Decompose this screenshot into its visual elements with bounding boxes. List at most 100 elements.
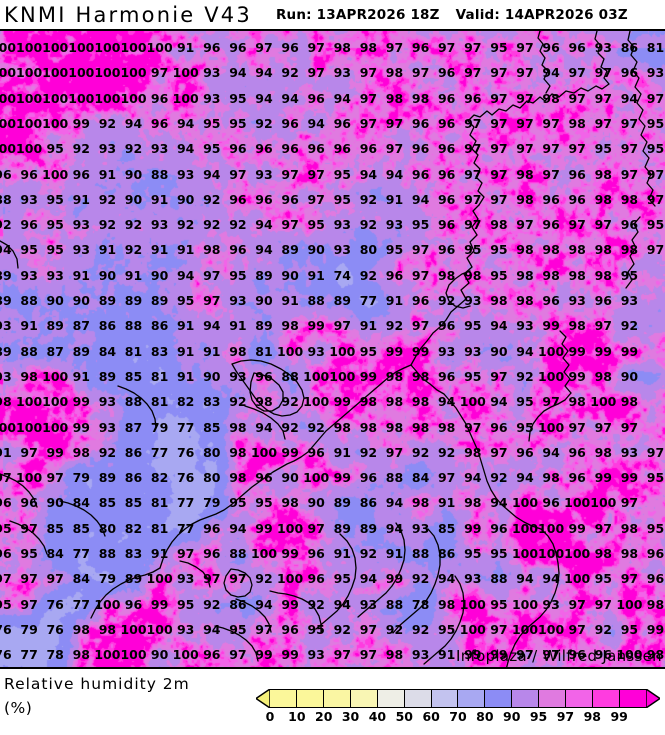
grid-value: 96 [542, 39, 560, 55]
grid-value: 98 [568, 115, 586, 131]
grid-value: 94 [203, 621, 221, 637]
grid-value: 100 [511, 596, 539, 612]
grid-value: 97 [203, 292, 221, 308]
grid-value: 97 [568, 90, 586, 106]
grid-value: 97 [464, 115, 482, 131]
grid-value: 96 [229, 242, 247, 258]
grid-value: 81 [150, 368, 169, 384]
humidity-value-grid: 100 100 100 100 100 100 100 91 96 96 97 96 97 98 98 97 9… [0, 31, 665, 667]
grid-value: 97 [542, 166, 560, 182]
grid-value: 94 [203, 166, 221, 182]
grid-value: 82 [124, 520, 143, 536]
grid-value: 90 [255, 292, 273, 308]
grid-value: 97 [46, 571, 64, 587]
grid-value: 92 [359, 545, 378, 561]
grid-value: 97 [516, 646, 534, 662]
grid-value: 88 [307, 292, 325, 308]
grid-value: 90 [124, 166, 143, 182]
grid-value: 89 [46, 318, 64, 334]
legend-cell-0 [270, 690, 297, 707]
grid-value: 94 [542, 65, 560, 81]
grid-value: 91 [150, 242, 169, 258]
grid-value: 96 [646, 545, 665, 561]
grid-value: 90 [281, 469, 299, 485]
grid-value: 76 [0, 621, 12, 637]
grid-value: 84 [411, 469, 430, 485]
grid-value: 94 [464, 469, 482, 485]
grid-value: 93 [307, 646, 325, 662]
legend-under-arrow [256, 689, 270, 708]
grid-value: 98 [385, 65, 404, 81]
grid-value: 96 [255, 368, 273, 384]
grid-value: 80 [98, 520, 117, 536]
grid-value: 98 [359, 393, 378, 409]
legend-tick-99: 99 [610, 709, 628, 724]
grid-value: 87 [124, 419, 143, 435]
grid-value: 94 [176, 267, 195, 283]
grid-value: 98 [20, 368, 38, 384]
grid-value: 91 [176, 242, 195, 258]
parameter-unit-label: (%) [4, 699, 33, 717]
grid-value: 88 [124, 318, 143, 334]
grid-value: 91 [0, 444, 12, 460]
grid-value: 96 [203, 646, 221, 662]
grid-value: 100 [511, 545, 539, 561]
grid-value: 96 [255, 469, 273, 485]
grid-value: 98 [516, 166, 534, 182]
grid-value: 96 [359, 140, 378, 156]
grid-value: 96 [255, 140, 273, 156]
grid-value: 88 [229, 545, 247, 561]
grid-value: 97 [568, 140, 586, 156]
grid-value: 92 [359, 216, 378, 232]
grid-value: 96 [229, 39, 247, 55]
grid-value: 96 [411, 115, 430, 131]
grid-value: 90 [150, 646, 169, 662]
grid-value: 100 [277, 343, 304, 359]
grid-value: 88 [0, 191, 12, 207]
grid-value: 89 [0, 292, 12, 308]
legend-tick-97: 97 [556, 709, 575, 724]
grid-value: 93 [150, 216, 169, 232]
grid-value: 96 [20, 216, 38, 232]
legend-tick-10: 10 [288, 709, 306, 724]
grid-value: 98 [385, 393, 404, 409]
grid-value: 100 [42, 115, 69, 131]
grid-value: 100 [94, 596, 121, 612]
grid-value: 96 [411, 292, 430, 308]
grid-value: 100 [16, 39, 43, 55]
grid-value: 92 [307, 596, 325, 612]
grid-value: 97 [464, 419, 482, 435]
grid-value: 92 [281, 393, 299, 409]
grid-value: 99 [385, 343, 404, 359]
grid-value: 100 [277, 520, 304, 536]
grid-value: 94 [255, 90, 273, 106]
grid-value: 100 [538, 520, 565, 536]
grid-value: 99 [620, 469, 639, 485]
grid-value: 76 [176, 444, 195, 460]
grid-value: 96 [255, 191, 273, 207]
grid-value: 93 [176, 166, 195, 182]
grid-value: 79 [98, 571, 117, 587]
grid-value: 97 [46, 469, 64, 485]
grid-value: 94 [255, 419, 273, 435]
map-area[interactable]: 100 100 100 100 100 100 100 91 96 96 97 96 97 98 98 97 9… [0, 29, 665, 669]
grid-value: 100 [94, 39, 121, 55]
grid-value: 93 [20, 191, 38, 207]
grid-value: 97 [594, 216, 612, 232]
grid-value: 86 [437, 545, 456, 561]
grid-value: 85 [124, 368, 143, 384]
grid-value: 94 [203, 318, 221, 334]
grid-value: 96 [568, 191, 586, 207]
grid-value: 97 [516, 115, 534, 131]
legend-over-arrow [646, 689, 660, 708]
grid-value: 94 [333, 90, 351, 106]
grid-value: 96 [203, 545, 221, 561]
grid-value: 95 [203, 140, 221, 156]
legend-cell-90 [512, 690, 540, 707]
grid-value: 86 [359, 495, 378, 511]
grid-value: 95 [646, 115, 665, 131]
grid-value: 99 [464, 520, 482, 536]
grid-value: 93 [620, 444, 639, 460]
grid-value: 98 [255, 393, 273, 409]
grid-value: 97 [359, 65, 378, 81]
